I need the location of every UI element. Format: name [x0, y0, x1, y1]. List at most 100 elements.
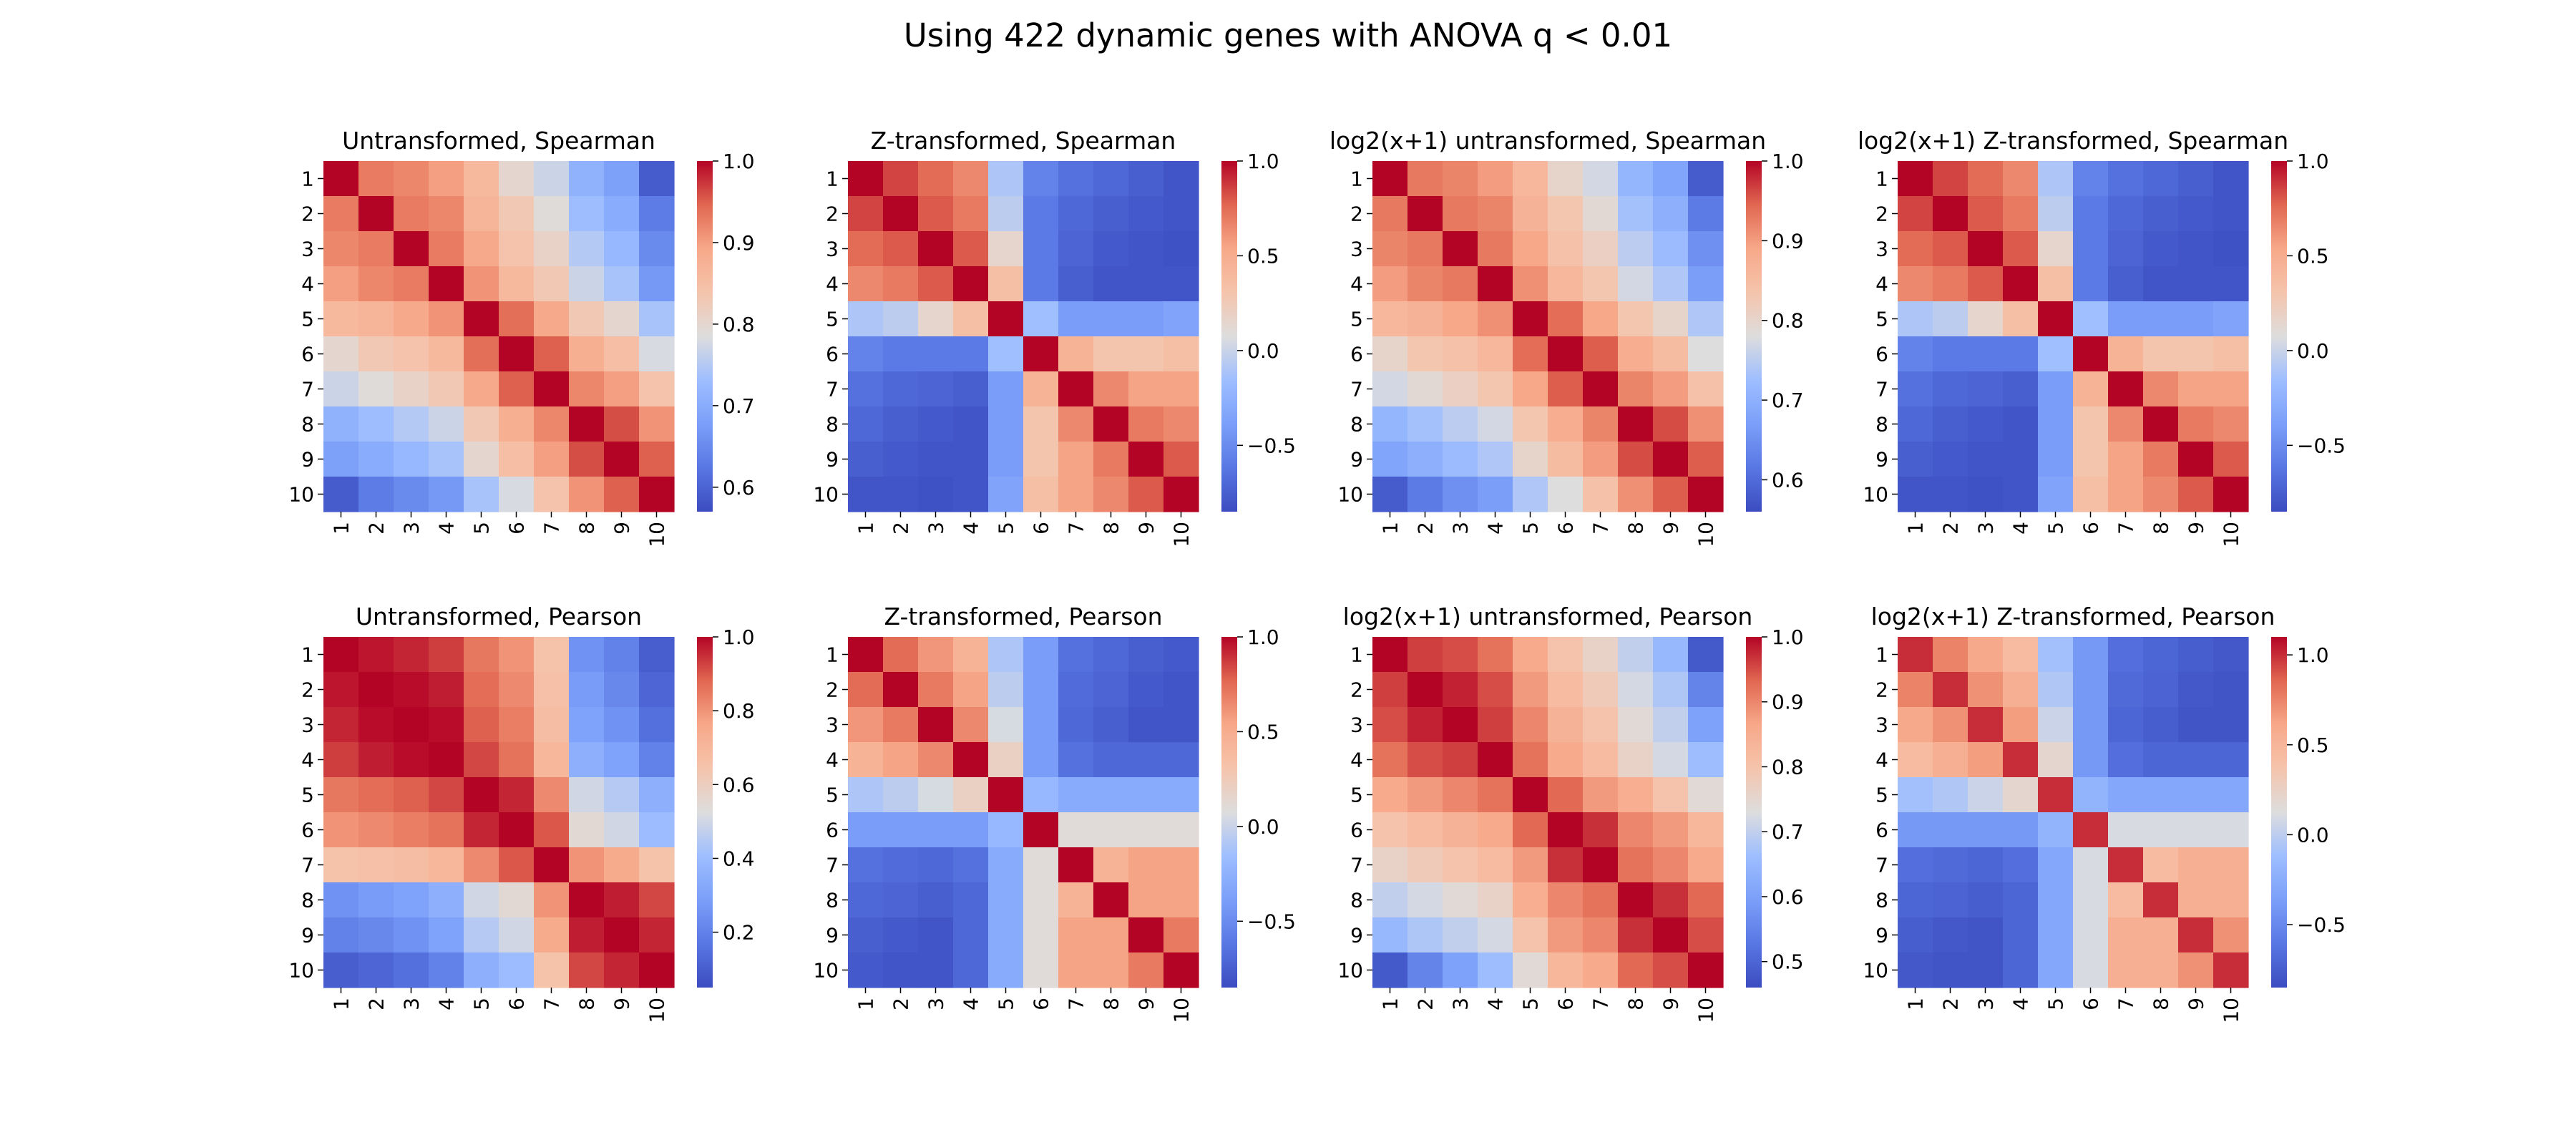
heatmap-cell [883, 301, 919, 337]
y-tick-label: 1 [826, 643, 839, 667]
heatmap-cell [1372, 777, 1408, 813]
heatmap-cell [1548, 952, 1584, 988]
heatmap-cell [1653, 917, 1689, 953]
heatmap-cell [1618, 301, 1654, 337]
heatmap-cell [1128, 917, 1164, 953]
heatmap-cell [2038, 707, 2074, 743]
heatmap-cell [1618, 742, 1654, 778]
heatmap-cell [1583, 952, 1619, 988]
heatmap-cell [639, 442, 675, 477]
heatmap-cell [323, 442, 359, 477]
heatmap-cell [464, 672, 499, 708]
heatmap-cell [2003, 917, 2039, 953]
heatmap-cell [639, 672, 675, 708]
heatmap-cell [604, 672, 640, 708]
x-tick-label: 6 [505, 998, 529, 1010]
heatmap-cell [1653, 952, 1689, 988]
y-tick-label: 3 [1875, 713, 1888, 737]
heatmap-cell [569, 707, 605, 743]
heatmap-cell [1478, 371, 1513, 407]
heatmap-cell [1023, 231, 1059, 267]
heatmap-cell [1653, 266, 1689, 302]
heatmap-cell [988, 707, 1024, 743]
heatmap-cell [534, 812, 570, 848]
heatmap-cell [1933, 406, 1968, 442]
heatmap-cell [2073, 707, 2109, 743]
heatmap-cell [1093, 196, 1129, 232]
x-tick-label: 4 [960, 522, 983, 535]
heatmap-cell [1548, 672, 1584, 708]
heatmap-cell [883, 952, 919, 988]
colorbar-tick-label: 0.0 [1247, 815, 1279, 839]
heatmap-cell [323, 672, 359, 708]
heatmap-cell [499, 637, 535, 673]
heatmap-cell [883, 442, 919, 477]
heatmap-cell [429, 707, 464, 743]
heatmap-cell [1407, 266, 1443, 302]
heatmap-cell [2108, 742, 2144, 778]
colorbar-tick-label: 0.2 [723, 921, 755, 945]
x-tick-label: 8 [575, 522, 599, 535]
heatmap-cell [2143, 742, 2179, 778]
heatmap-cell [1513, 707, 1548, 743]
heatmap-cell [953, 301, 989, 337]
heatmap-cell [1688, 707, 1724, 743]
colorbar-tick-label: 0.0 [2297, 823, 2329, 847]
heatmap-cell [1128, 477, 1164, 512]
heatmap-cell [1688, 637, 1724, 673]
heatmap-cell [1548, 161, 1584, 197]
heatmap-cell [2038, 742, 2074, 778]
x-tick-label: 4 [2009, 522, 2033, 535]
colorbar-tick-label: 0.4 [723, 847, 755, 870]
heatmap-cell [1968, 301, 2004, 337]
heatmap-cell [394, 742, 429, 778]
heatmap-cell [1163, 917, 1199, 953]
heatmap-cell [394, 952, 429, 988]
heatmap-cell [358, 406, 394, 442]
y-tick-label: 6 [301, 819, 314, 842]
colorbar-tick-label: 1.0 [1247, 625, 1279, 649]
heatmap-cell [569, 406, 605, 442]
heatmap-cell [918, 882, 954, 918]
heatmap-cell [1653, 301, 1689, 337]
x-tick-label: 9 [1135, 998, 1158, 1010]
heatmap-cell [1128, 882, 1164, 918]
heatmap-cell [1163, 477, 1199, 512]
heatmap-cell [323, 742, 359, 778]
heatmap-cell [1653, 847, 1689, 883]
heatmap-cell [1968, 231, 2004, 267]
heatmap-cell [1968, 266, 2004, 302]
heatmap-cell [1023, 777, 1059, 813]
heatmap-cell [988, 301, 1024, 337]
x-tick-label: 1 [854, 522, 878, 535]
heatmap-cell [604, 336, 640, 372]
y-tick-label: 5 [301, 784, 314, 807]
heatmap-cell [1163, 406, 1199, 442]
heatmap-cell [323, 161, 359, 197]
heatmap-cell [2213, 707, 2249, 743]
heatmap-cell [1093, 442, 1129, 477]
heatmap-cell [1372, 812, 1408, 848]
heatmap-cell [1372, 707, 1408, 743]
heatmap-cell [2073, 637, 2109, 673]
heatmap-cell [1023, 477, 1059, 512]
heatmap-cell [1058, 672, 1094, 708]
heatmap-cell [1583, 882, 1619, 918]
x-tick-label: 6 [1554, 522, 1578, 535]
heatmap-cell [1688, 196, 1724, 232]
heatmap-cell [604, 196, 640, 232]
x-tick-label: 8 [1100, 998, 1123, 1010]
heatmap-cell [953, 637, 989, 673]
heatmap-cell [1688, 301, 1724, 337]
heatmap-cell [953, 742, 989, 778]
x-tick-label: 2 [889, 522, 913, 535]
heatmap-cell [1618, 777, 1654, 813]
heatmap-cell [323, 812, 359, 848]
heatmap-cell [1058, 196, 1094, 232]
heatmap-cell [2003, 707, 2039, 743]
heatmap-cell [988, 812, 1024, 848]
heatmap-cell [1128, 406, 1164, 442]
heatmap-cell [2178, 742, 2214, 778]
heatmap-cell [358, 812, 394, 848]
heatmap-cell [1583, 742, 1619, 778]
